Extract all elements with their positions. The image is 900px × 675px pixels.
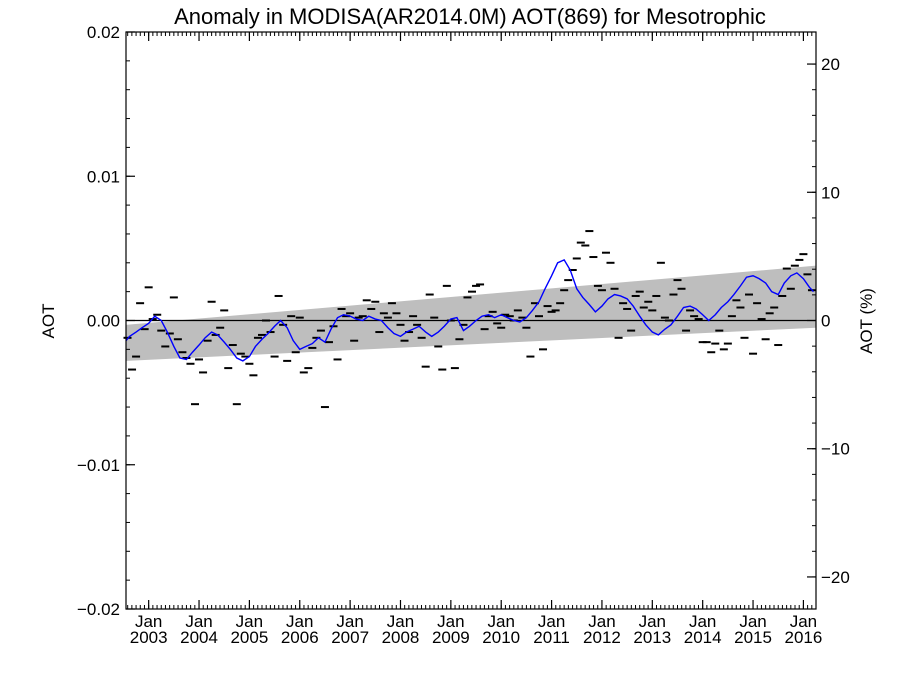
x-tick-month: Jan [236, 612, 263, 631]
x-tick-month: Jan [739, 612, 766, 631]
y2-tick-label: 20 [821, 55, 840, 74]
y-tick-label: −0.01 [77, 456, 120, 475]
trend-band-layer [126, 265, 816, 361]
y2-tick-label: −10 [821, 440, 850, 459]
trend-band [126, 265, 816, 361]
x-tick-year: 2009 [432, 628, 470, 647]
running-mean-layer [125, 259, 814, 362]
x-tick-month: Jan [639, 612, 666, 631]
x-tick-year: 2010 [482, 628, 520, 647]
x-tick-month: Jan [689, 612, 716, 631]
x-tick-month: Jan [488, 612, 515, 631]
y-tick-label: 0.02 [87, 23, 120, 42]
x-tick-month: Jan [538, 612, 565, 631]
x-tick-month: Jan [437, 612, 464, 631]
x-tick-year: 2011 [533, 628, 570, 647]
x-tick-year: 2015 [734, 628, 772, 647]
x-tick-year: 2016 [784, 628, 822, 647]
x-tick-month: Jan [185, 612, 212, 631]
y-tick-label: 0.01 [87, 167, 120, 186]
x-tick-year: 2003 [130, 628, 168, 647]
running-mean-line [125, 259, 814, 362]
x-tick-month: Jan [135, 612, 162, 631]
x-tick-year: 2008 [382, 628, 420, 647]
x-tick-year: 2013 [633, 628, 671, 647]
axis-ticks: 0.020.010.00−0.01−0.0220100−10−20Jan2003… [77, 23, 850, 647]
x-tick-month: Jan [790, 612, 817, 631]
x-tick-year: 2007 [331, 628, 369, 647]
x-tick-year: 2012 [583, 628, 621, 647]
x-tick-year: 2014 [684, 628, 722, 647]
y-tick-label: 0.00 [87, 312, 120, 331]
x-tick-year: 2004 [180, 628, 218, 647]
x-tick-month: Jan [588, 612, 615, 631]
x-tick-month: Jan [286, 612, 313, 631]
x-tick-year: 2005 [230, 628, 268, 647]
y-tick-label: −0.02 [77, 600, 120, 619]
x-tick-year: 2006 [281, 628, 319, 647]
x-tick-month: Jan [336, 612, 363, 631]
y2-axis-label: AOT (%) [857, 288, 876, 354]
y2-tick-label: 0 [821, 312, 830, 331]
y2-tick-label: −20 [821, 568, 850, 587]
y2-tick-label: 10 [821, 183, 840, 202]
x-tick-month: Jan [387, 612, 414, 631]
y-axis-label: AOT [39, 304, 58, 339]
chart-title: Anomaly in MODISA(AR2014.0M) AOT(869) fo… [174, 4, 766, 29]
